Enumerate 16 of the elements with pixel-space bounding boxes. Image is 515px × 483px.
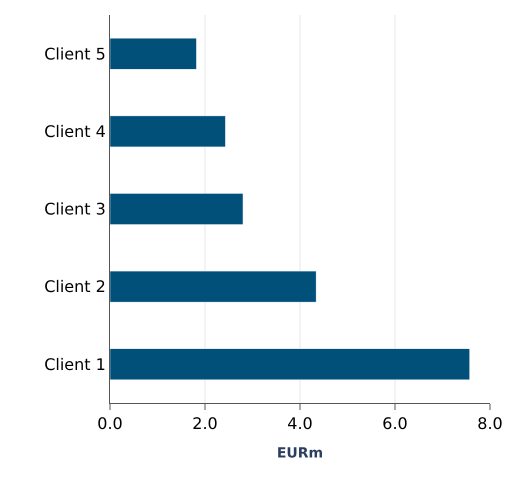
x-tick-label: 6.0: [382, 414, 408, 434]
bar: [110, 348, 470, 380]
y-tick-label: Client 5: [44, 44, 106, 64]
bar: [110, 116, 226, 148]
y-tick-label: Client 3: [44, 200, 106, 219]
bar: [110, 38, 197, 70]
y-tick-label: Client 4: [44, 122, 106, 141]
x-tick-label: 8.0: [477, 414, 503, 434]
bar: [110, 270, 316, 302]
x-tick-label: 0.0: [97, 414, 123, 434]
x-axis-title: EURm: [276, 446, 324, 462]
x-tick-label: 4.0: [287, 414, 313, 434]
y-tick-label: Client 2: [44, 277, 106, 296]
bar: [110, 193, 244, 225]
y-tick-label: Client 1: [44, 354, 106, 374]
x-tick-label: 2.0: [192, 414, 218, 434]
